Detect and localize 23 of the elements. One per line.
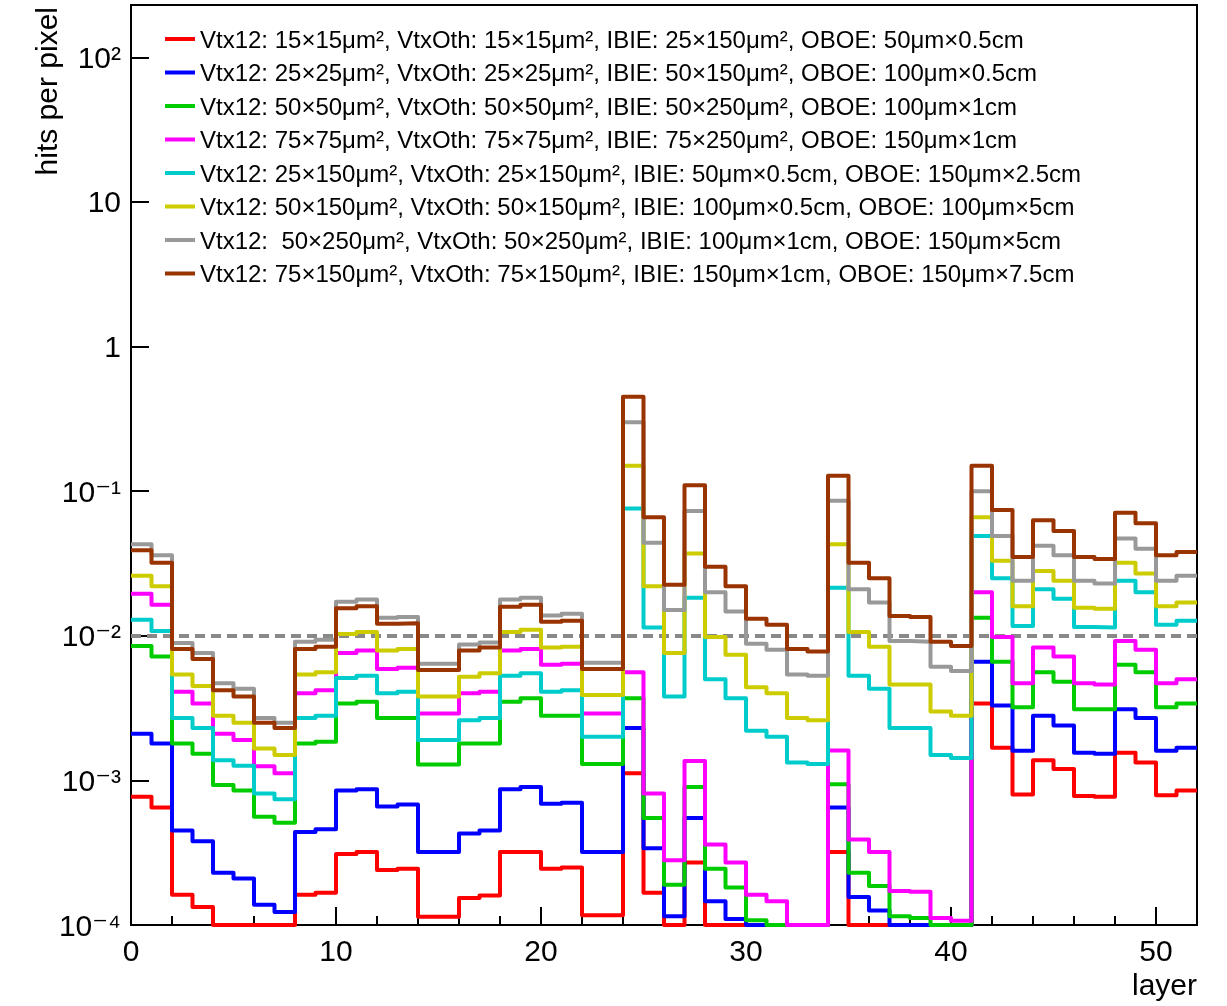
y-tick-label: 10 (87, 185, 121, 219)
y-tick-label: 10² (77, 40, 122, 74)
legend-label: Vtx12: 25×25μm², VtxOth: 25×25μm², IBIE: 50×150μm², OBOE: 100μm×0.5cm (200, 59, 1038, 86)
x-tick-label: 10 (319, 933, 353, 967)
legend-label: Vtx12: 50×250μm², VtxOth: 50×250μm², IBIE: 100μm×1cm, OBOE: 150μm×5cm (200, 226, 1062, 254)
y-axis-title: hits per pixel (29, 7, 63, 176)
x-axis-title: layer (1131, 967, 1197, 1001)
legend-label: Vtx12: 50×150μm², VtxOth: 50×150μm², IBIE: 100μm×0.5cm, OBOE: 100μm×5cm (200, 193, 1075, 220)
legend-label: Vtx12: 75×75μm², VtxOth: 75×75μm², IBIE: 75×250μm², OBOE: 150μm×1cm (200, 126, 1018, 153)
x-tick-label: 20 (524, 933, 558, 967)
y-tick-label: 1 (104, 330, 121, 364)
y-tick-label: 10⁻³ (61, 763, 121, 797)
legend-label: Vtx12: 75×150μm², VtxOth: 75×150μm², IBIE: 150μm×1cm, OBOE: 150μm×7.5cm (200, 260, 1075, 287)
y-tick-label: 10⁻² (61, 619, 121, 653)
x-tick-label: 30 (729, 933, 763, 967)
x-tick-label: 0 (122, 933, 140, 967)
x-tick-label: 40 (934, 933, 968, 967)
legend-label: Vtx12: 25×150μm², VtxOth: 25×150μm², IBIE: 50μm×0.5cm, OBOE: 150μm×2.5cm (200, 159, 1082, 187)
y-tick-label: 10⁻⁴ (58, 908, 121, 942)
y-tick-label: 10⁻¹ (61, 474, 121, 508)
x-tick-label: 50 (1139, 933, 1173, 967)
legend-label: Vtx12: 15×15μm², VtxOth: 15×15μm², IBIE: 25×150μm², OBOE: 50μm×0.5cm (200, 25, 1024, 53)
legend-label: Vtx12: 50×50μm², VtxOth: 50×50μm², IBIE: 50×250μm², OBOE: 100μm×1cm (200, 92, 1018, 120)
